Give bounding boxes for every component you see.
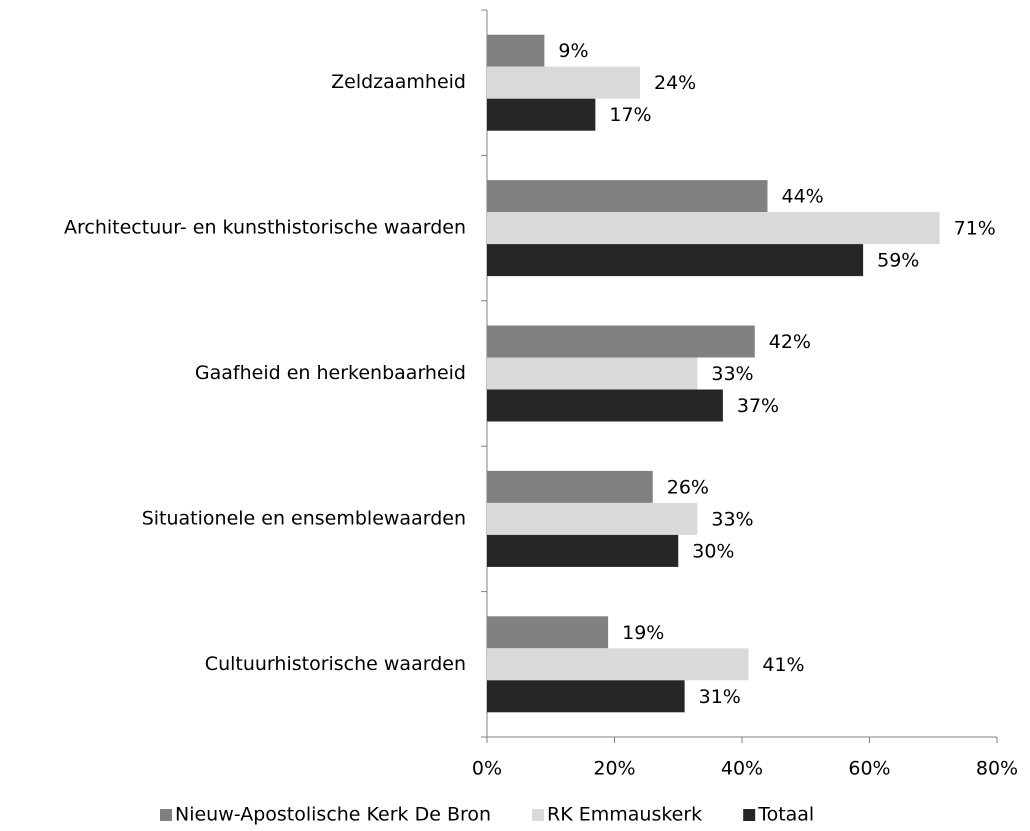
bar — [487, 470, 653, 503]
bar — [487, 680, 685, 713]
y-tick-label: Gaafheid en herkenbaarheid — [195, 362, 466, 384]
y-tick-label: Architectuur- en kunsthistorische waarde… — [64, 217, 466, 239]
bar — [487, 180, 768, 213]
bar — [487, 357, 698, 390]
data-label: 33% — [711, 508, 753, 530]
data-label: 37% — [737, 395, 779, 417]
y-tick-label: Situationele en ensemblewaarden — [142, 507, 466, 529]
x-tick-label: 0% — [472, 758, 502, 780]
data-label: 59% — [877, 250, 919, 272]
y-tick-label: Cultuurhistorische waarden — [205, 653, 466, 675]
bar — [487, 34, 545, 67]
data-label: 71% — [954, 218, 996, 240]
data-label: 17% — [609, 104, 651, 126]
bar — [487, 325, 755, 358]
bar — [487, 648, 749, 681]
x-tick-label: 60% — [848, 758, 890, 780]
data-label: 26% — [667, 476, 709, 498]
data-label: 30% — [692, 540, 734, 562]
x-tick-label: 40% — [721, 758, 763, 780]
data-label: 33% — [711, 363, 753, 385]
legend-swatch — [743, 809, 756, 821]
legend-label: Nieuw-Apostolische Kerk De Bron — [175, 804, 491, 826]
legend-swatch — [532, 809, 545, 821]
bar — [487, 389, 723, 422]
x-tick-label: 20% — [593, 758, 635, 780]
bar — [487, 534, 679, 567]
legend-label: Totaal — [757, 804, 814, 826]
data-label: 44% — [782, 186, 824, 208]
legend-label: RK Emmauskerk — [547, 804, 702, 826]
y-tick-label: Zeldzaamheid — [331, 71, 466, 93]
data-label: 19% — [622, 622, 664, 644]
x-tick-label: 80% — [976, 758, 1018, 780]
data-label: 41% — [762, 654, 804, 676]
bar — [487, 244, 864, 277]
bar — [487, 502, 698, 535]
legend-swatch — [160, 809, 172, 821]
bar — [487, 98, 596, 131]
data-label: 42% — [769, 331, 811, 353]
data-label: 31% — [699, 686, 741, 708]
data-label: 9% — [558, 40, 588, 62]
bar — [487, 212, 940, 245]
data-label: 24% — [654, 72, 696, 94]
bar — [487, 66, 640, 99]
bar — [487, 616, 609, 649]
